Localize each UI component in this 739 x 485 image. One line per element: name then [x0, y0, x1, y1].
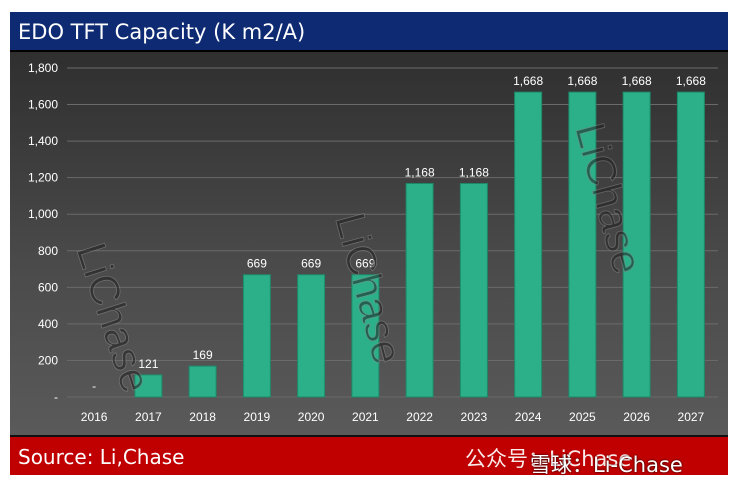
y-tick-label: 1,400	[28, 134, 58, 148]
watermark-text: LiChase	[68, 237, 160, 398]
bar	[676, 91, 705, 398]
x-tick-label: 2027	[678, 410, 705, 424]
xueqiu-watermark: 雪球：Li-Chase	[530, 453, 683, 477]
y-tick-label: 1,200	[28, 171, 58, 185]
y-tick-label: 800	[38, 244, 58, 258]
bar	[134, 374, 163, 398]
y-tick-label: 1,000	[28, 207, 58, 221]
source-bar: Source: Li,Chase 公众号：LiChase	[10, 435, 728, 475]
y-tick-label: 600	[38, 280, 58, 294]
x-tick-label: 2023	[461, 410, 488, 424]
x-tick-label: 2021	[352, 410, 379, 424]
data-label: 669	[247, 257, 267, 271]
data-label: 1,668	[513, 74, 543, 88]
wechat-watermark: 公众号：LiChase	[465, 447, 632, 471]
x-tick-label: 2020	[298, 410, 325, 424]
y-tick-label: -	[54, 390, 58, 404]
data-label: -	[92, 379, 96, 393]
x-tick-label: 2019	[244, 410, 271, 424]
y-tick-label: 1,800	[28, 61, 58, 75]
y-tick-label: 400	[38, 317, 58, 331]
x-tick-label: 2016	[81, 410, 108, 424]
x-tick-label: 2026	[623, 410, 650, 424]
source-text: Source: Li,Chase	[18, 445, 185, 469]
bar	[622, 91, 651, 398]
bar	[405, 183, 434, 398]
data-label: 1,668	[622, 74, 652, 88]
gridlines	[67, 67, 718, 398]
data-label: 1,168	[405, 166, 435, 180]
x-tick-label: 2018	[189, 410, 216, 424]
chart-title: EDO TFT Capacity (K m2/A)	[18, 20, 306, 44]
y-axis-labels: - 200 400 600 800 1,000 1,200 1,400 1,600 1,800	[28, 61, 58, 404]
bar-chart: - 200 400 600 800 1,000 1,200 1,400 1,600 1,800 -…	[28, 61, 718, 424]
data-label: 121	[138, 357, 158, 371]
data-labels: - 121 169 669 669 669 1,168 1,168 1,668 1,668 1,66…	[92, 74, 706, 393]
bars	[134, 91, 705, 398]
bar	[514, 91, 543, 398]
x-tick-label: 2017	[135, 410, 162, 424]
y-tick-label: 1,600	[28, 98, 58, 112]
bar	[297, 274, 326, 398]
watermark-text: LiChase	[326, 208, 411, 369]
bar	[351, 274, 380, 398]
x-axis-labels: 2016 2017 2018 2019 2020 2021 2022 2023 2024 2025…	[81, 410, 705, 424]
x-tick-label: 2024	[515, 410, 542, 424]
x-tick-label: 2025	[569, 410, 596, 424]
data-label: 1,668	[676, 74, 706, 88]
data-label: 1,168	[459, 166, 489, 180]
data-label: 169	[193, 348, 213, 362]
plot-area: - 200 400 600 800 1,000 1,200 1,400 1,600 1,800 -…	[10, 52, 728, 435]
x-tick-label: 2022	[406, 410, 433, 424]
bar	[568, 91, 597, 398]
data-label: 669	[355, 257, 375, 271]
data-label: 669	[301, 257, 321, 271]
bar	[459, 183, 488, 398]
bar	[188, 365, 217, 398]
data-label: 1,668	[567, 74, 597, 88]
title-bar: EDO TFT Capacity (K m2/A)	[10, 12, 728, 52]
y-tick-label: 200	[38, 353, 58, 367]
bar	[242, 274, 271, 398]
chart-frame: EDO TFT Capacity (K m2/A) - 200 400 600 800 1…	[10, 12, 728, 475]
